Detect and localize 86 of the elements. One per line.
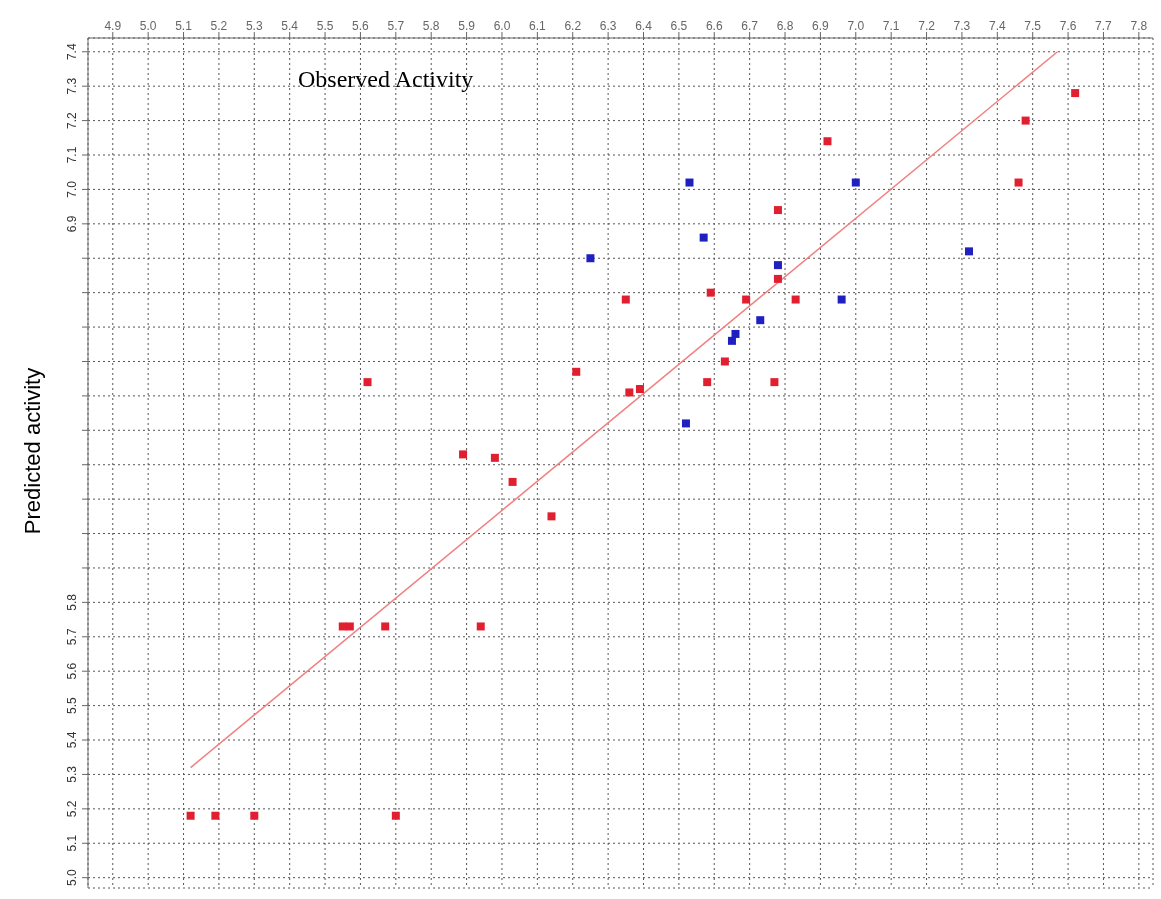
point: [773, 206, 782, 215]
point: [685, 178, 694, 187]
y-tick-label: 6.9: [65, 215, 79, 233]
point: [851, 178, 860, 187]
point: [681, 419, 690, 428]
point: [720, 357, 729, 366]
y-axis-title: Predicted activity: [20, 367, 46, 534]
x-tick-label: 7.6: [1059, 19, 1077, 33]
x-tick-label: 6.8: [776, 19, 794, 33]
point: [547, 512, 556, 521]
x-tick-label: 5.9: [458, 19, 476, 33]
point: [703, 378, 712, 387]
y-tick-label: 5.7: [65, 628, 79, 646]
point: [621, 295, 630, 304]
x-tick-label: 6.4: [635, 19, 653, 33]
point: [625, 388, 634, 397]
point: [706, 288, 715, 297]
point: [391, 811, 400, 820]
point: [1014, 178, 1023, 187]
point: [490, 453, 499, 462]
point: [699, 233, 708, 242]
point: [635, 385, 644, 394]
x-tick-label: 5.0: [139, 19, 157, 33]
x-tick-label: 7.3: [953, 19, 971, 33]
y-tick-label: 5.8: [65, 593, 79, 611]
x-tick-label: 6.0: [493, 19, 511, 33]
point: [345, 622, 354, 631]
point: [756, 316, 765, 325]
y-tick-label: 5.1: [65, 834, 79, 852]
point: [770, 378, 779, 387]
x-tick-label: 7.8: [1130, 19, 1148, 33]
x-tick-label: 5.7: [387, 19, 405, 33]
x-tick-label: 7.1: [882, 19, 900, 33]
point: [211, 811, 220, 820]
x-tick-label: 6.1: [529, 19, 547, 33]
x-tick-label: 5.6: [352, 19, 370, 33]
x-tick-label: 6.6: [705, 19, 723, 33]
x-tick-label: 6.5: [670, 19, 688, 33]
point: [965, 247, 974, 256]
x-tick-label: 7.2: [918, 19, 936, 33]
y-tick-label: 7.2: [65, 111, 79, 129]
point: [459, 450, 468, 459]
point: [742, 295, 751, 304]
point: [823, 137, 832, 146]
x-tick-label: 7.7: [1095, 19, 1113, 33]
x-tick-label: 7.0: [847, 19, 865, 33]
point: [476, 622, 485, 631]
point: [186, 811, 195, 820]
x-tick-label: 4.9: [104, 19, 122, 33]
y-tick-label: 7.4: [65, 43, 79, 61]
y-tick-label: 5.0: [65, 869, 79, 887]
point: [572, 367, 581, 376]
x-tick-label: 6.9: [812, 19, 830, 33]
x-tick-label: 5.3: [245, 19, 263, 33]
point: [363, 378, 372, 387]
point: [773, 261, 782, 270]
point: [381, 622, 390, 631]
point: [250, 811, 259, 820]
x-tick-label: 7.5: [1024, 19, 1042, 33]
y-tick-label: 7.1: [65, 146, 79, 164]
x-tick-label: 5.4: [281, 19, 299, 33]
y-tick-label: 5.5: [65, 696, 79, 714]
point: [791, 295, 800, 304]
point: [727, 336, 736, 345]
point: [837, 295, 846, 304]
point: [1021, 116, 1030, 125]
y-tick-label: 5.2: [65, 800, 79, 818]
x-tick-label: 6.2: [564, 19, 582, 33]
y-tick-label: 7.3: [65, 77, 79, 95]
y-tick-label: 5.3: [65, 765, 79, 783]
y-tick-label: 5.6: [65, 662, 79, 680]
y-tick-label: 7.0: [65, 180, 79, 198]
x-tick-label: 6.7: [741, 19, 759, 33]
point: [773, 274, 782, 283]
x-tick-label: 6.3: [599, 19, 617, 33]
point: [1071, 89, 1080, 98]
y-tick-label: 5.4: [65, 731, 79, 749]
point: [731, 329, 740, 338]
x-tick-label: 5.5: [316, 19, 334, 33]
point: [508, 477, 517, 486]
x-tick-label: 7.4: [988, 19, 1006, 33]
x-tick-label: 5.1: [175, 19, 193, 33]
x-tick-label: 5.2: [210, 19, 228, 33]
point: [586, 254, 595, 263]
x-tick-label: 5.8: [422, 19, 440, 33]
x-axis-title: Observed Activity: [298, 66, 474, 93]
